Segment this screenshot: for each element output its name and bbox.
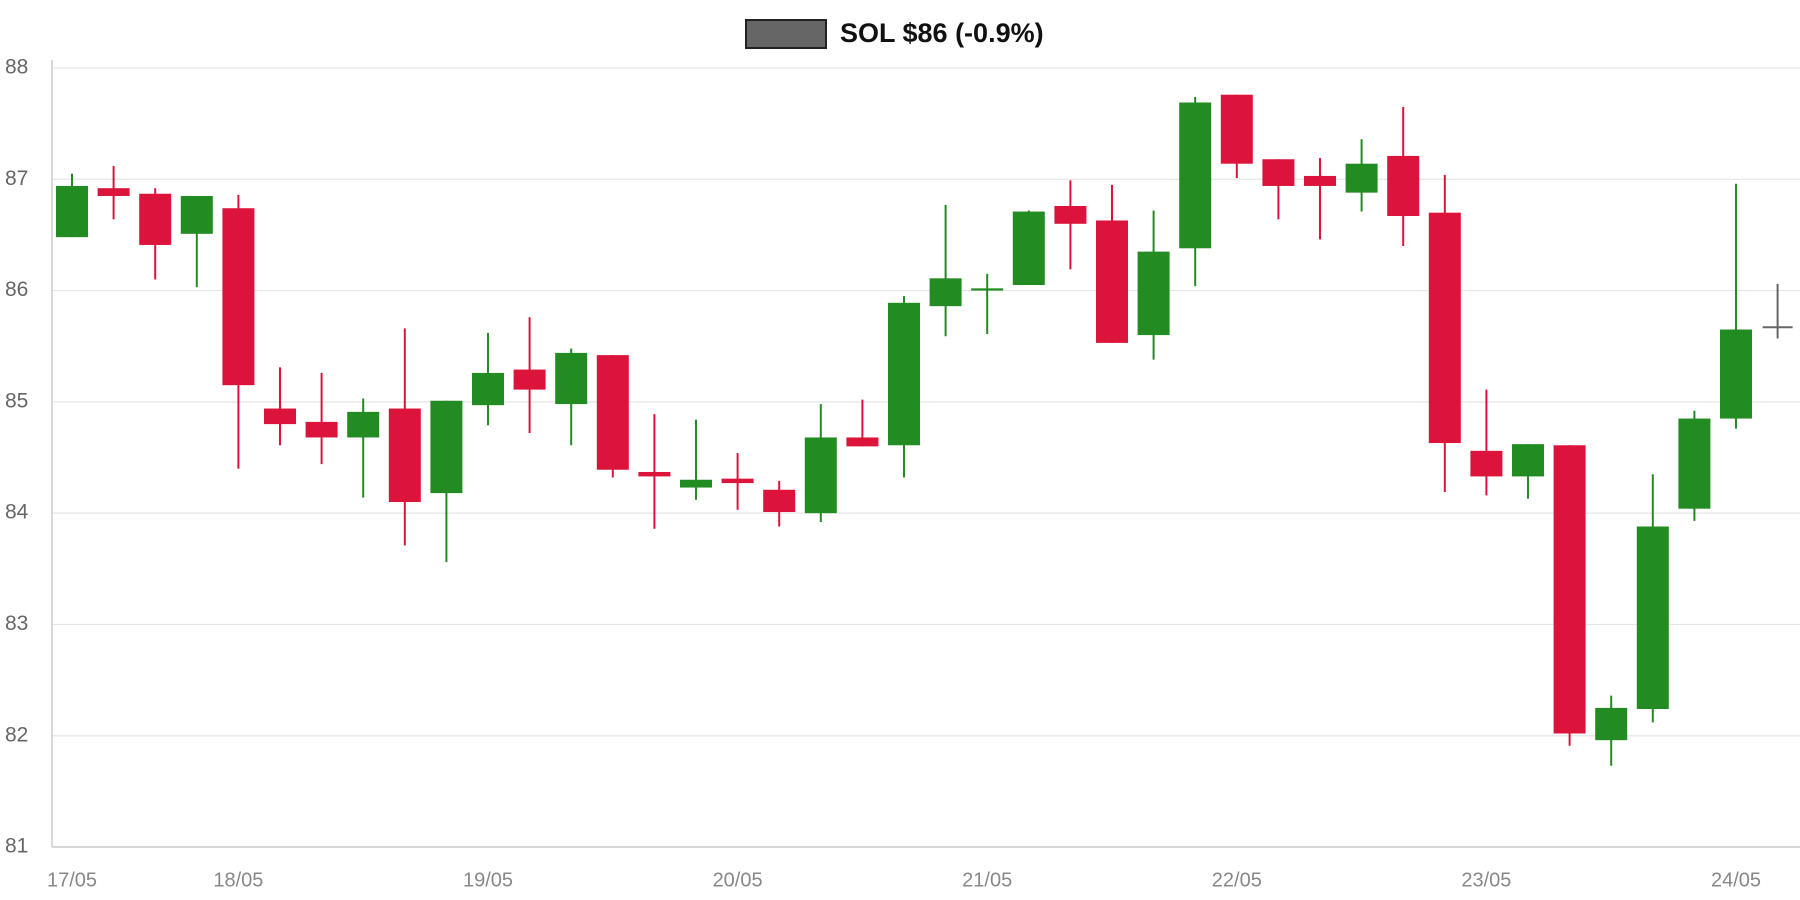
body (846, 437, 879, 447)
body (1678, 418, 1711, 509)
body (1220, 94, 1253, 164)
body (1720, 329, 1752, 419)
body (97, 188, 130, 196)
body (56, 185, 88, 238)
body (929, 278, 962, 307)
y-tick-label: 84 (5, 501, 29, 524)
x-tick-label: 20/05 (713, 869, 763, 891)
y-tick-label: 86 (5, 278, 28, 301)
body (638, 471, 671, 477)
body (388, 408, 421, 503)
body (680, 479, 712, 488)
body (1553, 445, 1586, 734)
body (555, 352, 588, 405)
body (763, 489, 796, 513)
body (1387, 155, 1420, 217)
x-tick-label: 24/05 (1711, 869, 1761, 891)
body (971, 288, 1004, 291)
body (1636, 526, 1669, 710)
legend-swatch (745, 19, 827, 49)
body (1054, 205, 1087, 224)
body (180, 195, 213, 234)
body (721, 478, 754, 484)
x-tick-label: 19/05 (463, 869, 513, 891)
body (139, 193, 172, 245)
body (1179, 102, 1212, 249)
y-tick-label: 87 (5, 167, 28, 190)
body (804, 437, 837, 514)
x-tick-label: 22/05 (1212, 869, 1262, 891)
body (347, 411, 380, 438)
body (1595, 707, 1628, 741)
x-tick-label: 18/05 (213, 869, 263, 891)
body (264, 408, 296, 425)
body (1096, 220, 1128, 343)
y-tick-label: 83 (5, 612, 28, 635)
body (1012, 211, 1045, 286)
x-tick-label: 23/05 (1461, 869, 1511, 891)
body (513, 369, 546, 390)
body (888, 302, 920, 446)
body (430, 400, 463, 494)
y-tick-label: 82 (5, 723, 28, 746)
body (305, 421, 338, 438)
body (1428, 212, 1461, 444)
y-tick-label: 81 (5, 835, 28, 858)
x-tick-label: 17/05 (47, 869, 97, 891)
body (1304, 175, 1336, 186)
legend-label: SOL $86 (-0.9%) (840, 18, 1044, 48)
body (472, 372, 504, 406)
y-tick-label: 88 (5, 56, 28, 79)
body (1512, 444, 1544, 477)
body (1345, 163, 1378, 193)
body (1262, 159, 1295, 186)
body (596, 355, 629, 470)
body (1137, 251, 1170, 336)
body (222, 208, 255, 386)
y-tick-label: 85 (5, 389, 28, 412)
body (1470, 450, 1503, 477)
x-tick-label: 21/05 (962, 869, 1012, 891)
